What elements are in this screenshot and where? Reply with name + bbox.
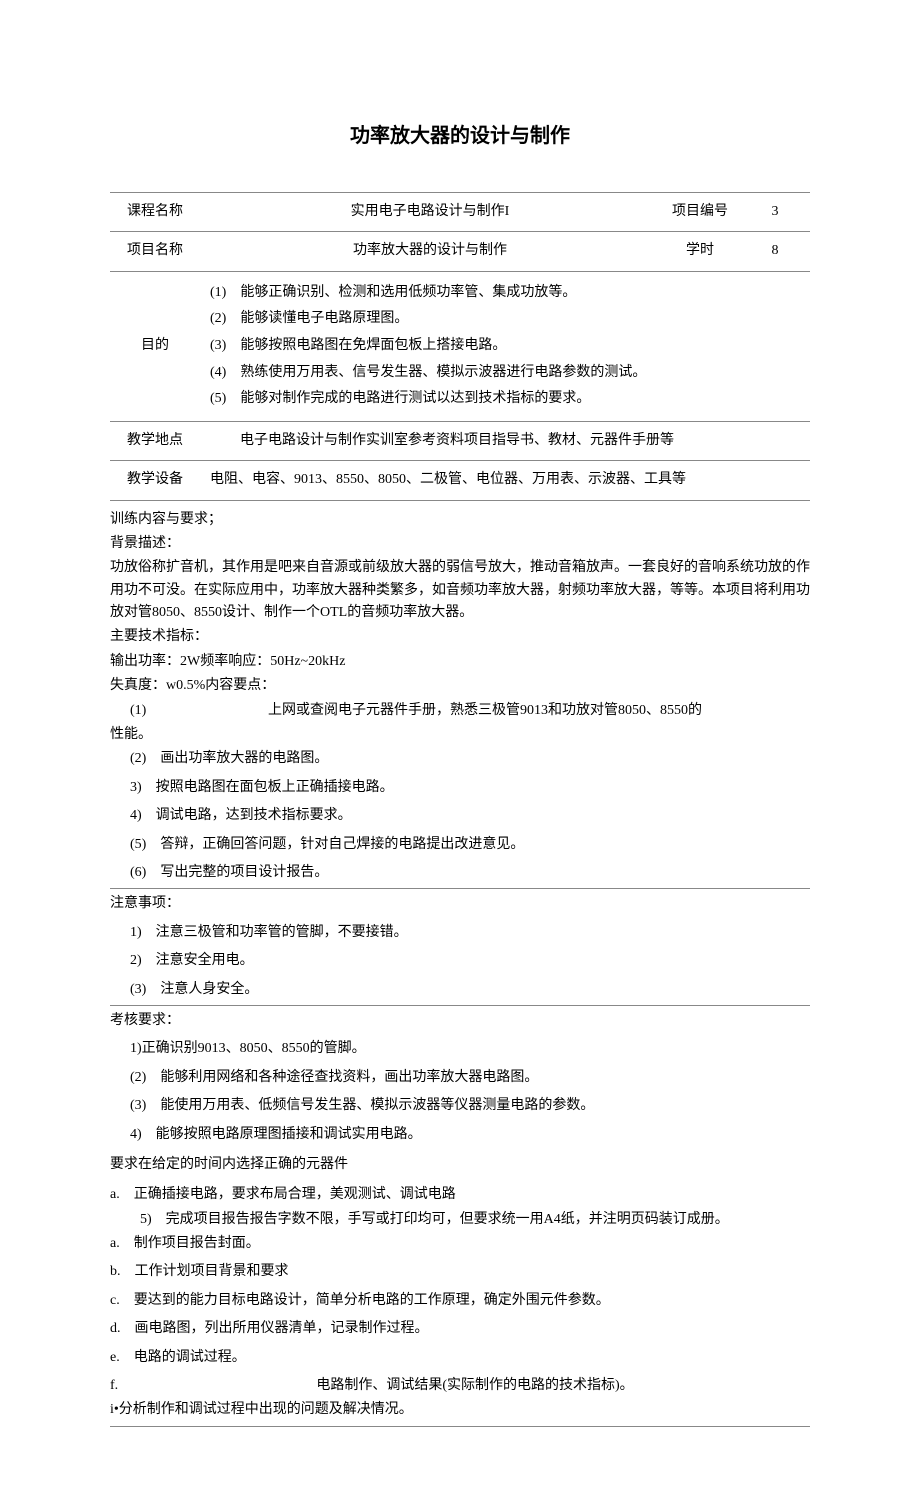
purpose-item: (2) 能够读懂电子电路原理图。 bbox=[210, 306, 806, 333]
spec-label: 主要技术指标： bbox=[110, 626, 810, 648]
course-name-label: 课程名称 bbox=[110, 193, 200, 232]
content-item: 4) 调试电路，达到技术指标要求。 bbox=[110, 805, 810, 827]
spec-line: 失真度：w0.5%内容要点： bbox=[110, 675, 810, 697]
purpose-item: (1) 能够正确识别、检测和选用低频功率管、集成功放等。 bbox=[210, 280, 806, 307]
purpose-value: (1) 能够正确识别、检测和选用低频功率管、集成功放等。 (2) 能够读懂电子电… bbox=[200, 271, 810, 421]
page-title: 功率放大器的设计与制作 bbox=[110, 120, 810, 152]
table-row: 教学设备 电阻、电容、9013、8550、8050、二极管、电位器、万用表、示波… bbox=[110, 461, 810, 500]
f-text: 电路制作、调试结果(实际制作的电路的技术指标)。 bbox=[140, 1375, 810, 1397]
f-label: f. bbox=[110, 1375, 140, 1397]
table-row: 项目名称 功率放大器的设计与制作 学时 8 bbox=[110, 232, 810, 271]
background-label: 背景描述： bbox=[110, 533, 810, 555]
requirement-line: 要求在给定的时间内选择正确的元器件 bbox=[110, 1154, 810, 1176]
project-no-value: 3 bbox=[740, 193, 810, 232]
exam-label: 考核要求： bbox=[110, 1010, 810, 1032]
training-section: 训练内容与要求； 背景描述： 功放俗称扩音机，其作用是吧来自音源或前级放大器的弱… bbox=[110, 509, 810, 885]
exam-item: (2) 能够利用网络和各种途径查找资料，画出功率放大器电路图。 bbox=[110, 1067, 810, 1089]
info-table: 课程名称 实用电子电路设计与制作I 项目编号 3 项目名称 功率放大器的设计与制… bbox=[110, 192, 810, 501]
purpose-item: (5) 能够对制作完成的电路进行测试以达到技术指标的要求。 bbox=[210, 386, 806, 413]
equipment-label: 教学设备 bbox=[110, 461, 200, 500]
content-item-1: (1) 上网或查阅电子元器件手册，熟悉三极管9013和功放对管8050、8550… bbox=[110, 700, 810, 722]
item-num: (1) bbox=[110, 700, 160, 722]
note-item: (3) 注意人身安全。 bbox=[110, 979, 810, 1001]
table-row: 目的 (1) 能够正确识别、检测和选用低频功率管、集成功放等。 (2) 能够读懂… bbox=[110, 271, 810, 421]
purpose-item: (3) 能够按照电路图在免焊面包板上搭接电路。 bbox=[210, 333, 806, 360]
a-line: a. 正确插接电路，要求布局合理，美观测试、调试电路 bbox=[110, 1184, 810, 1206]
location-label: 教学地点 bbox=[110, 421, 200, 460]
f-line: f. 电路制作、调试结果(实际制作的电路的技术指标)。 bbox=[110, 1375, 810, 1397]
location-value: 电子电路设计与制作实训室参考资料项目指导书、教材、元器件手册等 bbox=[200, 421, 810, 460]
content-item-1-cont: 性能。 bbox=[110, 724, 810, 746]
item-5: 5) 完成项目报告报告字数不限，手写或打印均可，但要求统一用A4纸，并注明页码装… bbox=[110, 1209, 810, 1231]
project-no-label: 项目编号 bbox=[660, 193, 740, 232]
content-item: 3) 按照电路图在面包板上正确插接电路。 bbox=[110, 777, 810, 799]
equipment-value: 电阻、电容、9013、8550、8050、二极管、电位器、万用表、示波器、工具等 bbox=[200, 461, 810, 500]
exam-item: (3) 能使用万用表、低频信号发生器、模拟示波器等仪器测量电路的参数。 bbox=[110, 1095, 810, 1117]
table-row: 课程名称 实用电子电路设计与制作I 项目编号 3 bbox=[110, 193, 810, 232]
notes-section: 注意事项： 1) 注意三极管和功率管的管脚，不要接错。 2) 注意安全用电。 (… bbox=[110, 893, 810, 1001]
project-name-value: 功率放大器的设计与制作 bbox=[200, 232, 660, 271]
report-item: c. 要达到的能力目标电路设计，简单分析电路的工作原理，确定外围元件参数。 bbox=[110, 1290, 810, 1312]
hours-value: 8 bbox=[740, 232, 810, 271]
report-item: b. 工作计划项目背景和要求 bbox=[110, 1261, 810, 1283]
hours-label: 学时 bbox=[660, 232, 740, 271]
content-item: (6) 写出完整的项目设计报告。 bbox=[110, 862, 810, 884]
purpose-item: (4) 熟练使用万用表、信号发生器、模拟示波器进行电路参数的测试。 bbox=[210, 360, 806, 387]
exam-item: 4) 能够按照电路原理图插接和调试实用电路。 bbox=[110, 1124, 810, 1146]
purpose-label: 目的 bbox=[110, 271, 200, 421]
background-text: 功放俗称扩音机，其作用是吧来自音源或前级放大器的弱信号放大，推动音箱放声。一套良… bbox=[110, 557, 810, 624]
notes-label: 注意事项： bbox=[110, 893, 810, 915]
table-row: 教学地点 电子电路设计与制作实训室参考资料项目指导书、教材、元器件手册等 bbox=[110, 421, 810, 460]
report-item: e. 电路的调试过程。 bbox=[110, 1347, 810, 1369]
note-item: 2) 注意安全用电。 bbox=[110, 950, 810, 972]
report-item: a. 制作项目报告封面。 bbox=[110, 1233, 810, 1255]
training-heading: 训练内容与要求； bbox=[110, 509, 810, 531]
course-name-value: 实用电子电路设计与制作I bbox=[200, 193, 660, 232]
content-item: (5) 答辩，正确回答问题，针对自己焊接的电路提出改进意见。 bbox=[110, 834, 810, 856]
content-item: (2) 画出功率放大器的电路图。 bbox=[110, 748, 810, 770]
exam-item: 1)正确识别9013、8050、8550的管脚。 bbox=[110, 1038, 810, 1060]
i-line: i•分析制作和调试过程中出现的问题及解决情况。 bbox=[110, 1399, 810, 1421]
project-name-label: 项目名称 bbox=[110, 232, 200, 271]
item-text: 上网或查阅电子元器件手册，熟悉三极管9013和功放对管8050、8550的 bbox=[160, 700, 810, 722]
exam-section: 考核要求： 1)正确识别9013、8050、8550的管脚。 (2) 能够利用网… bbox=[110, 1010, 810, 1146]
note-item: 1) 注意三极管和功率管的管脚，不要接错。 bbox=[110, 922, 810, 944]
spec-line: 输出功率：2W频率响应：50Hz~20kHz bbox=[110, 651, 810, 673]
report-item: d. 画电路图，列出所用仪器清单，记录制作过程。 bbox=[110, 1318, 810, 1340]
